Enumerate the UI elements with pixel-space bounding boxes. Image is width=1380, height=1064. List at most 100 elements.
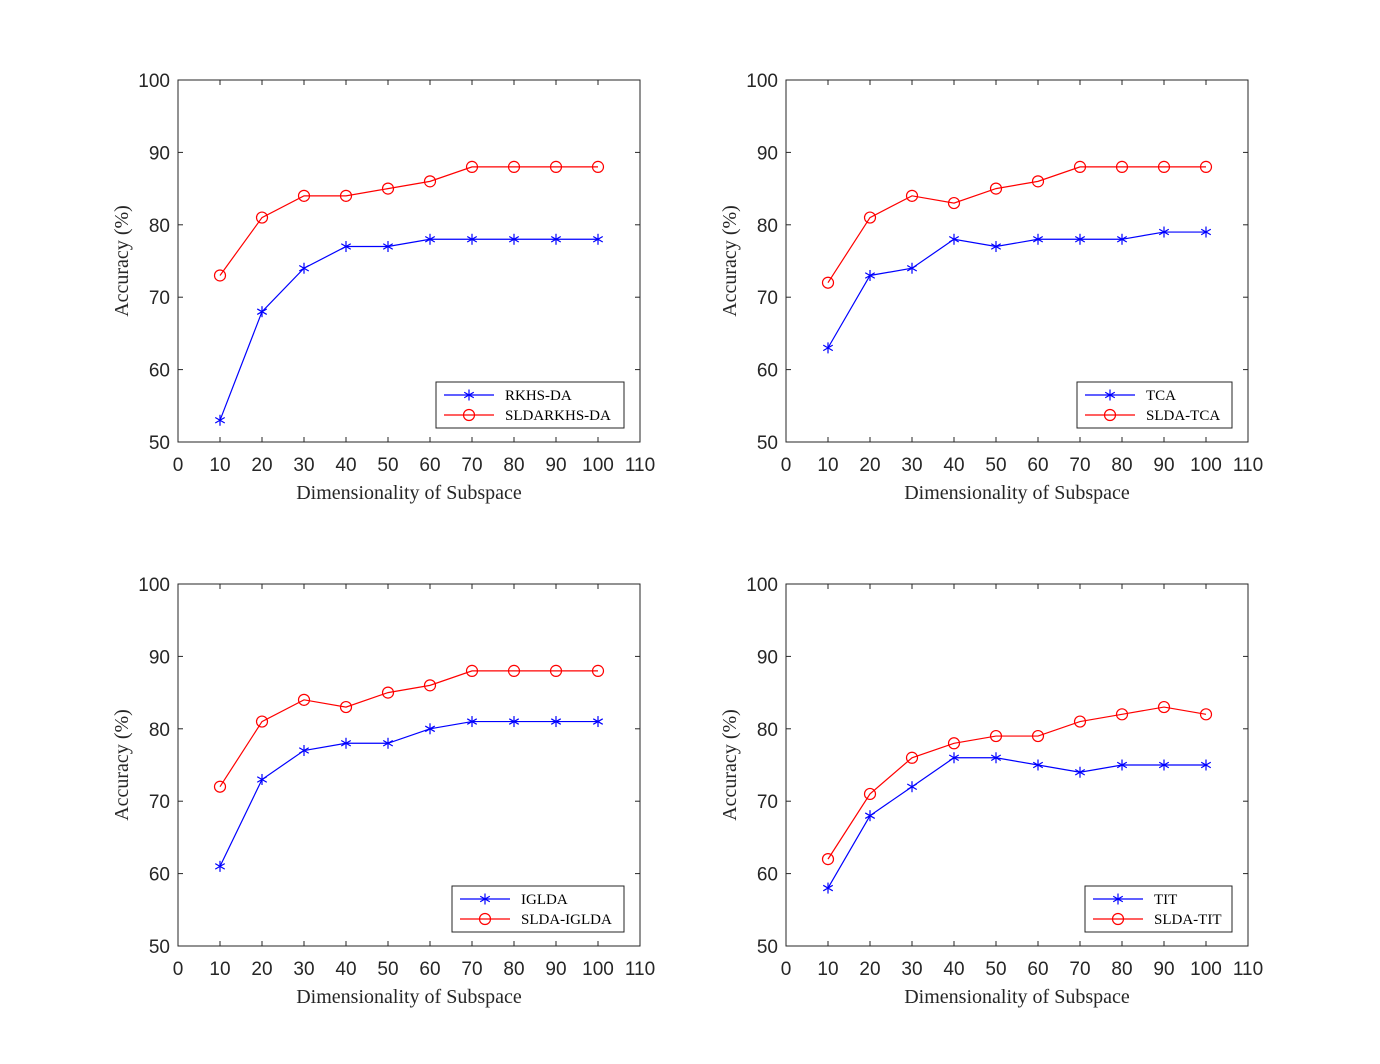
y-tick-label: 70 <box>757 792 778 813</box>
data-point <box>1200 226 1212 238</box>
y-tick-label: 100 <box>138 575 170 596</box>
legend-label: IGLDA <box>521 892 568 908</box>
data-point <box>1115 708 1129 721</box>
data-point <box>1074 233 1086 245</box>
data-point <box>947 196 961 210</box>
x-tick-label: 80 <box>1111 455 1132 476</box>
data-point <box>423 679 437 692</box>
series-line <box>827 757 1206 889</box>
data-point <box>1200 759 1212 771</box>
y-tick-label: 100 <box>746 71 778 92</box>
data-point <box>1116 233 1128 245</box>
chart-panel-3: 0 10 20 30 40 50 60 70 80 90 100 110 50 60 70 80 90 100 Di… <box>111 575 655 1008</box>
data-point <box>297 693 311 706</box>
x-axis-title: Dimensionality of Subspace <box>296 482 522 504</box>
legend-label: SLDARKHS-DA <box>505 408 611 424</box>
data-point <box>465 664 479 677</box>
legend: TCA SLDA-TCA <box>1076 381 1233 429</box>
x-tick-label: 20 <box>859 959 880 980</box>
data-point <box>906 781 918 793</box>
x-tick-label: 90 <box>1153 455 1174 476</box>
legend-box <box>451 885 625 933</box>
x-tick-label: 110 <box>1233 455 1263 476</box>
data-point <box>989 729 1003 743</box>
data-point <box>947 737 961 750</box>
x-tick-label: 90 <box>545 455 566 476</box>
data-point <box>466 233 478 245</box>
x-tick-label: 70 <box>461 455 482 476</box>
data-point <box>298 745 310 757</box>
data-point <box>990 752 1002 764</box>
data-point <box>382 737 394 749</box>
legend-marker <box>1112 893 1124 905</box>
y-axis-title: Accuracy (%) <box>719 709 741 821</box>
x-tick-label: 50 <box>377 959 398 980</box>
legend-entry: TIT <box>1093 892 1177 908</box>
x-tick-label: 10 <box>817 455 838 476</box>
y-tick-label: 80 <box>757 216 778 237</box>
x-tick-label: 50 <box>985 959 1006 980</box>
x-tick-label: 110 <box>625 959 655 980</box>
legend-entry: SLDA-TCA <box>1085 408 1220 424</box>
data-point <box>822 342 834 354</box>
data-point <box>256 306 268 318</box>
data-point <box>423 175 437 188</box>
x-tick-label: 0 <box>781 455 792 476</box>
data-point <box>592 233 604 245</box>
data-point <box>1073 160 1087 173</box>
y-tick-label: 60 <box>757 865 778 886</box>
x-axis-title: Dimensionality of Subspace <box>904 986 1130 1008</box>
data-point <box>864 269 876 281</box>
series-1 <box>822 226 1212 354</box>
x-tick-label: 110 <box>1233 959 1263 980</box>
x-tick-label: 0 <box>173 455 184 476</box>
data-point <box>948 752 960 764</box>
chart-panel-2: 0 10 20 30 40 50 60 70 80 90 100 110 50 60 70 80 90 100 Di… <box>719 71 1263 504</box>
y-tick-label: 100 <box>746 575 778 596</box>
x-axis-title: Dimensionality of Subspace <box>296 986 522 1008</box>
y-tick-label: 60 <box>149 865 170 886</box>
series-line <box>219 238 598 421</box>
data-point <box>213 780 227 793</box>
legend-label: TIT <box>1154 892 1177 908</box>
series-line <box>827 231 1206 349</box>
legend-entry: TCA <box>1085 388 1176 404</box>
y-axis-title: Accuracy (%) <box>111 205 133 317</box>
data-point <box>821 276 835 289</box>
data-point <box>340 241 352 253</box>
legend-marker <box>1111 912 1125 926</box>
legend-label: SLDA-TCA <box>1146 408 1220 424</box>
data-point <box>989 182 1003 195</box>
series-2 <box>821 160 1213 289</box>
legend-entry: SLDARKHS-DA <box>444 408 611 424</box>
data-point <box>906 262 918 274</box>
x-tick-label: 90 <box>1153 959 1174 980</box>
data-point <box>508 716 520 728</box>
data-point <box>1115 160 1129 173</box>
legend-label: TCA <box>1146 388 1176 404</box>
x-tick-label: 20 <box>859 455 880 476</box>
data-point <box>550 233 562 245</box>
y-tick-label: 70 <box>757 288 778 309</box>
data-point <box>592 716 604 728</box>
data-point <box>340 737 352 749</box>
y-axis-title: Accuracy (%) <box>719 205 741 317</box>
y-tick-label: 70 <box>149 792 170 813</box>
data-point <box>1032 759 1044 771</box>
data-point <box>256 773 268 785</box>
y-tick-label: 100 <box>138 71 170 92</box>
y-tick-label: 90 <box>149 647 170 668</box>
data-point <box>822 882 834 894</box>
legend-entry: IGLDA <box>460 892 568 908</box>
data-point <box>591 664 605 677</box>
data-point <box>591 160 605 173</box>
y-tick-label: 90 <box>149 143 170 164</box>
data-point <box>863 787 877 801</box>
x-tick-label: 100 <box>582 455 614 476</box>
data-point <box>339 189 353 202</box>
x-tick-label: 80 <box>503 959 524 980</box>
data-point <box>1116 759 1128 771</box>
chart-panel-4: 0 10 20 30 40 50 60 70 80 90 100 110 50 60 70 80 90 100 Di… <box>719 575 1263 1008</box>
data-point <box>1158 759 1170 771</box>
x-tick-label: 40 <box>335 959 356 980</box>
